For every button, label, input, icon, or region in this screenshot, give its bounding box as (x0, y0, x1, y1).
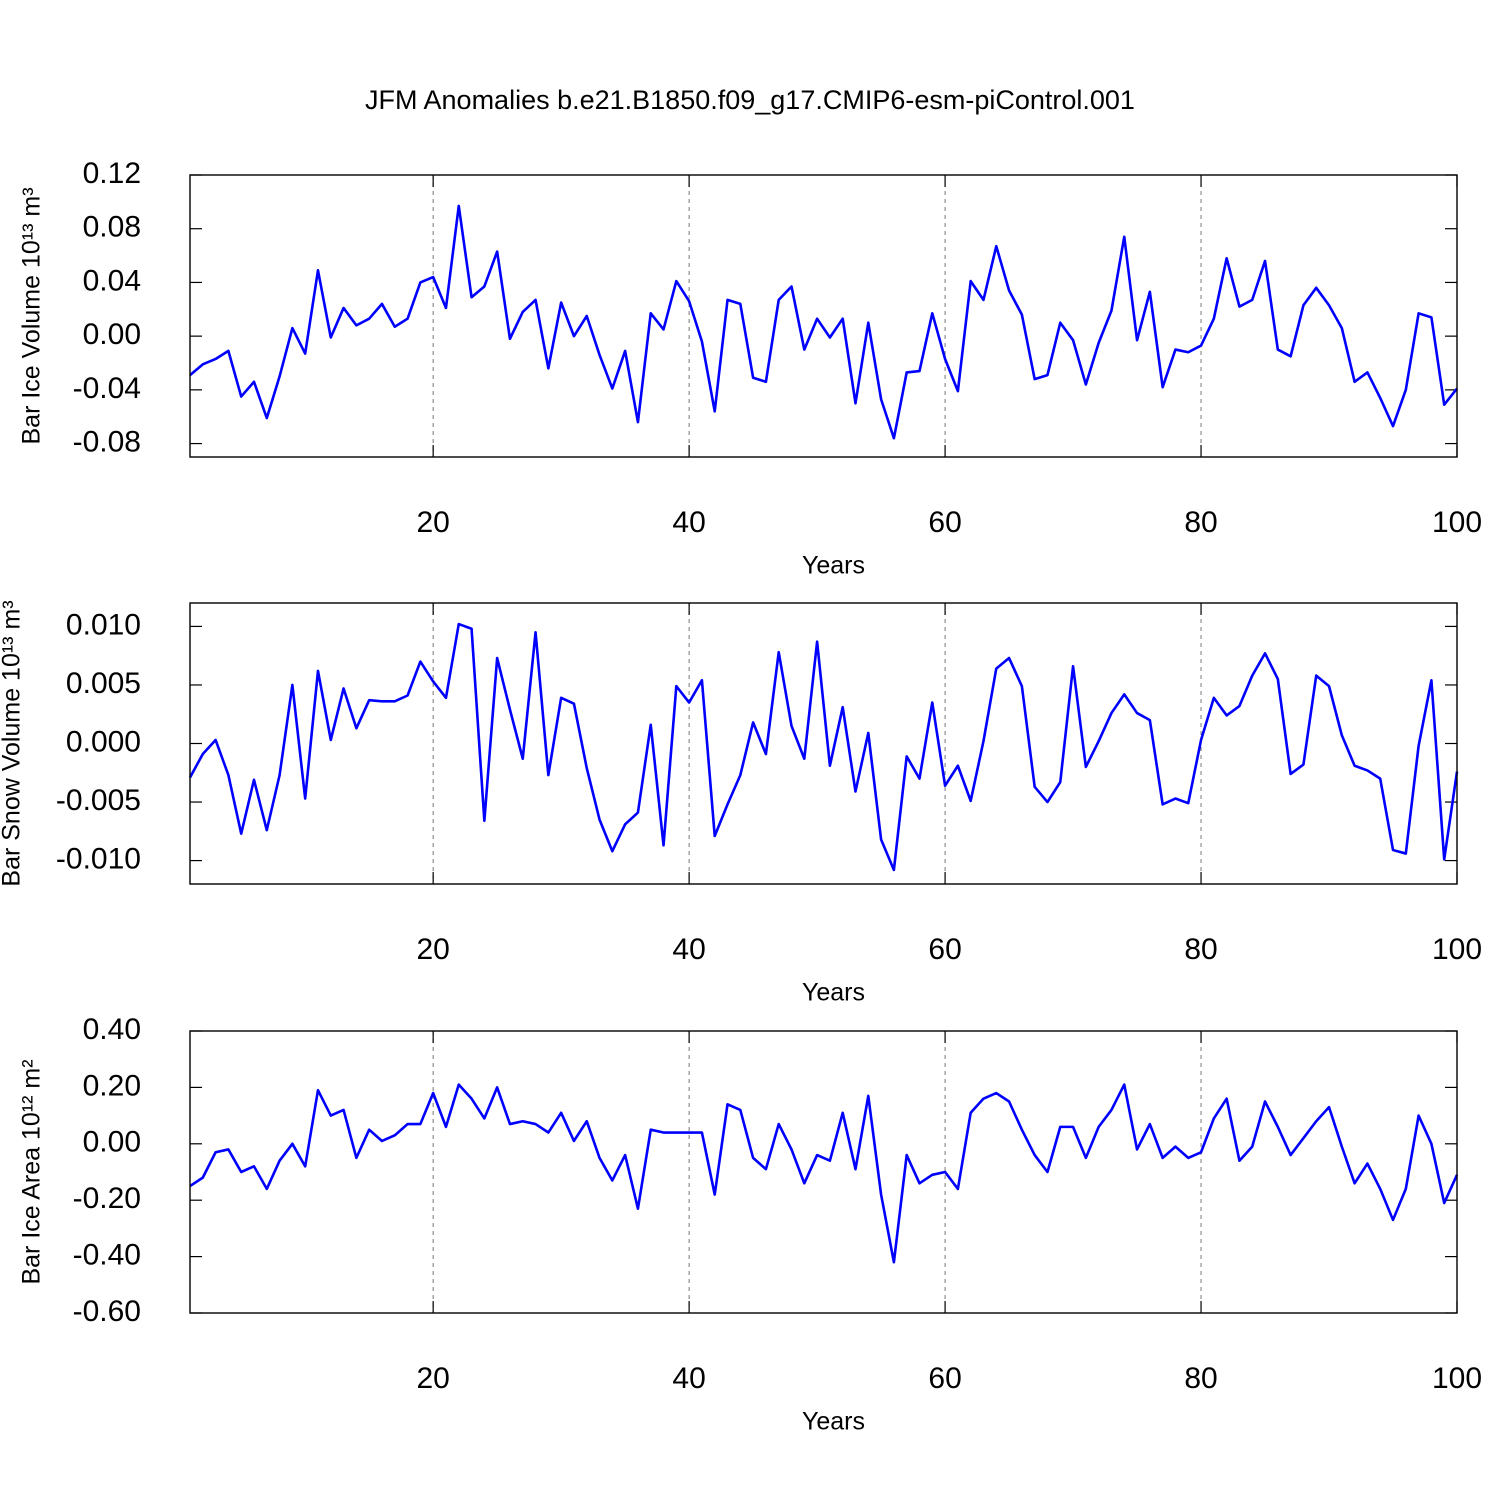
x-tick-label: 100 (1432, 1362, 1482, 1395)
y-tick-label: -0.010 (56, 843, 141, 876)
y-tick-label: 0.000 (66, 725, 141, 758)
x-tick-label: 20 (416, 506, 449, 539)
y-tick-label: 0.40 (83, 1013, 141, 1046)
x-tick-label: 40 (672, 506, 705, 539)
y-tick-label: -0.04 (73, 372, 141, 405)
y-tick-label: -0.005 (56, 784, 141, 817)
x-tick-label: 60 (928, 506, 961, 539)
x-tick-label: 40 (672, 1362, 705, 1395)
x-tick-label: 60 (928, 933, 961, 966)
y-axis-label: Bar Ice Volume 10¹³ m³ (18, 187, 46, 444)
y-tick-label: 0.08 (83, 211, 141, 244)
panel: 20 40 60 80 100 0.010 0.005 0.000 -0.005 -0.010 Ye… (0, 600, 1482, 1006)
y-tick-label: -0.40 (73, 1239, 141, 1272)
data-line (188, 622, 1459, 872)
x-tick-label: 20 (416, 933, 449, 966)
x-tick-label: 80 (1184, 933, 1217, 966)
x-tick-label: 80 (1184, 1362, 1217, 1395)
x-tick-label: 100 (1432, 933, 1482, 966)
x-tick-label: 80 (1184, 506, 1217, 539)
y-tick-label: -0.20 (73, 1182, 141, 1215)
panel: 20 40 60 80 100 0.40 0.20 0.00 -0.20 -0.40 -0.60 Ye… (18, 1013, 1482, 1436)
y-tick-label: 0.00 (83, 1126, 141, 1159)
x-axis-label: Years (802, 552, 865, 580)
y-tick-label: 0.010 (66, 608, 141, 641)
y-tick-label: 0.00 (83, 318, 141, 351)
plot-frame (189, 174, 1458, 458)
data-line (189, 204, 1459, 440)
panel: 20 40 60 80 100 0.12 0.08 0.04 0.00 -0.04 -0.08 Yea… (18, 157, 1482, 580)
y-tick-label: 0.005 (66, 667, 141, 700)
y-axis-label: Bar Ice Area 10¹² m² (18, 1059, 46, 1284)
y-tick-label: 0.04 (83, 264, 141, 297)
y-tick-label: -0.60 (73, 1295, 141, 1328)
x-tick-label: 40 (672, 933, 705, 966)
figure-title: JFM Anomalies b.e21.B1850.f09_g17.CMIP6-… (365, 85, 1135, 115)
x-axis-label: Years (802, 1408, 865, 1436)
data-line (189, 1083, 1459, 1264)
plot-frame (189, 1030, 1458, 1314)
x-tick-label: 60 (928, 1362, 961, 1395)
y-axis-label: Bar Snow Volume 10¹³ m³ (0, 600, 26, 886)
y-tick-label: 0.20 (83, 1069, 141, 1102)
plot-frame (189, 602, 1458, 885)
x-axis-label: Years (802, 979, 865, 1007)
y-tick-label: 0.12 (83, 157, 141, 190)
y-tick-label: -0.08 (73, 425, 141, 458)
x-tick-label: 20 (416, 1362, 449, 1395)
x-tick-label: 100 (1432, 506, 1482, 539)
